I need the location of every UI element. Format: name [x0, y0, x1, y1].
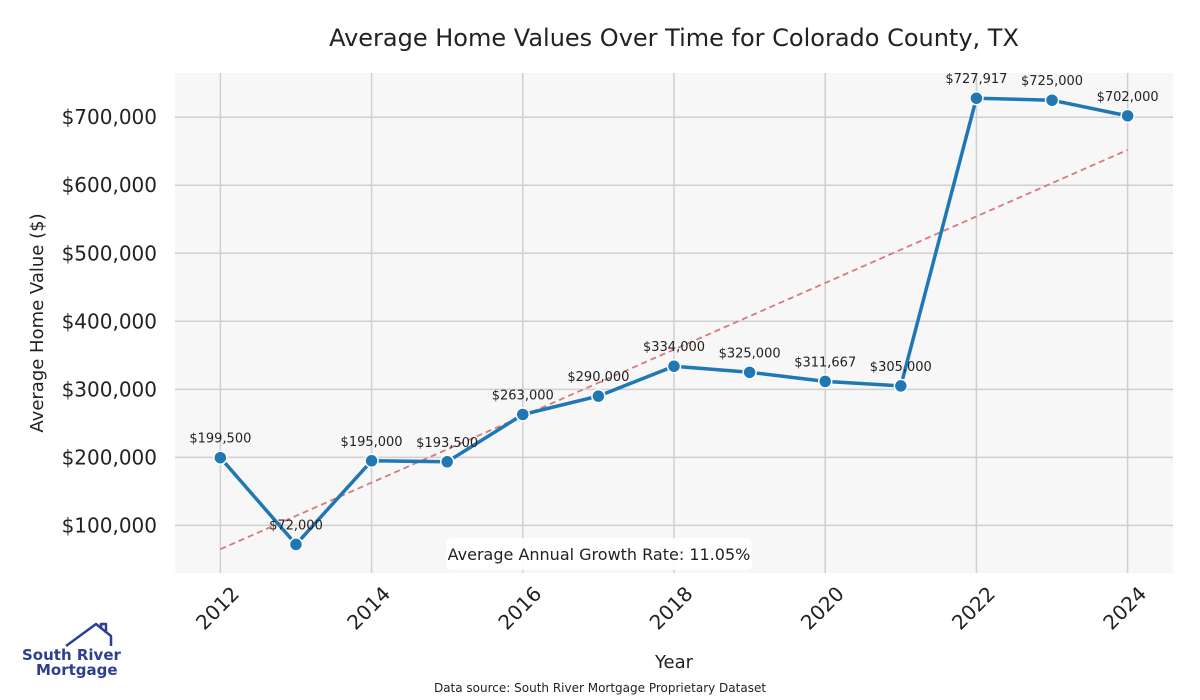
y-tick-label: $600,000	[62, 173, 157, 197]
growth-annotation: Average Annual Growth Rate: 11.05%	[446, 538, 752, 570]
data-point	[288, 537, 304, 552]
y-tick-label: $100,000	[62, 513, 157, 537]
y-tick-label: $500,000	[62, 241, 157, 265]
chart-title: Average Home Values Over Time for Colora…	[329, 24, 1019, 52]
y-axis-ticks: $100,000 $200,000 $300,000 $400,000 $500,000…	[62, 105, 157, 537]
x-tick-label: 2016	[493, 582, 546, 635]
data-point	[591, 388, 606, 404]
logo: South River Mortgage	[22, 622, 122, 679]
data-label: $195,000	[341, 435, 403, 450]
data-point	[1044, 92, 1060, 108]
x-tick-label: 2014	[342, 582, 395, 635]
y-tick-label: $400,000	[62, 309, 157, 333]
data-point	[515, 407, 531, 422]
data-label: $199,500	[189, 432, 251, 447]
data-point	[364, 453, 379, 469]
data-source: Data source: South River Mortgage Propri…	[434, 681, 766, 695]
data-label: $727,917	[945, 72, 1007, 87]
data-labels: $199,500 $72,000 $195,000 $193,500 $263,000 $…	[189, 72, 1158, 533]
trend-layer	[220, 149, 1128, 551]
x-tick-label: 2022	[947, 582, 1000, 635]
data-label: $290,000	[567, 370, 629, 385]
logo-line2: Mortgage	[36, 661, 118, 679]
growth-annotation-text: Average Annual Growth Rate: 11.05%	[448, 545, 751, 564]
x-tick-label: 2020	[796, 582, 849, 635]
data-label: $72,000	[269, 518, 323, 533]
x-tick-label: 2012	[191, 582, 244, 635]
data-label: $334,000	[643, 340, 705, 355]
grid	[175, 73, 1173, 573]
data-label: $193,500	[416, 436, 478, 451]
x-axis-label: Year	[654, 652, 694, 673]
y-tick-label: $300,000	[62, 377, 157, 401]
y-tick-label: $700,000	[62, 105, 157, 129]
data-label: $305,000	[870, 360, 932, 375]
data-point	[439, 454, 455, 470]
data-label: $725,000	[1021, 74, 1083, 89]
y-tick-label: $200,000	[62, 445, 157, 469]
data-point	[817, 374, 833, 389]
data-point	[1120, 108, 1135, 124]
data-label: $702,000	[1097, 90, 1159, 105]
y-axis-label: Average Home Value ($)	[27, 213, 48, 432]
data-label: $263,000	[492, 388, 554, 403]
data-label: $311,667	[794, 355, 856, 370]
logo-line1: South River	[22, 646, 122, 664]
data-label: $325,000	[719, 346, 781, 361]
data-point	[893, 378, 909, 394]
data-point	[213, 450, 228, 465]
data-point	[742, 365, 757, 380]
growth-annotation-box	[446, 538, 752, 570]
data-point	[969, 90, 984, 106]
points-layer	[213, 90, 1135, 552]
trend-line	[220, 149, 1128, 551]
house-icon	[65, 622, 113, 648]
x-axis-ticks: 2012 2014 2016 2018 2020 2022 2024	[191, 582, 1151, 635]
data-point	[666, 358, 682, 374]
x-tick-label: 2024	[1098, 582, 1151, 635]
x-tick-label: 2018	[645, 582, 698, 635]
